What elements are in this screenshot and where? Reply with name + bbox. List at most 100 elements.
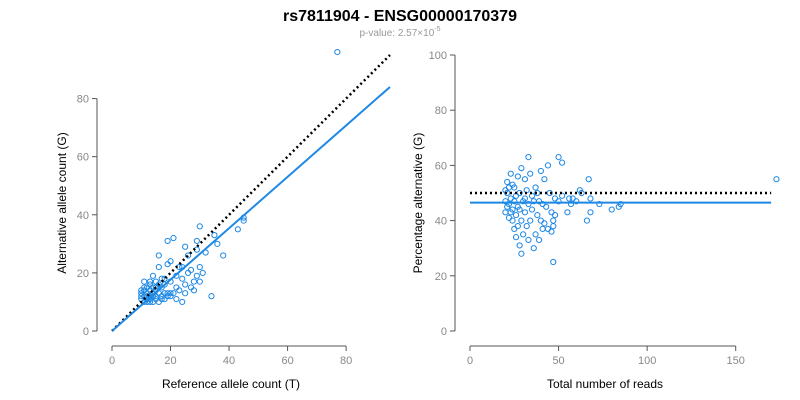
scatter-panel-counts: 0 20 40 60 80 0 20 40 60 80 Reference allele count… [55,48,391,391]
data-point [208,293,215,300]
data-point [564,209,571,216]
data-point [173,284,180,291]
data-point [141,278,148,285]
data-point [532,184,539,191]
data-point [534,211,541,219]
y-axis-title: Percentage alternative (G) [411,133,425,274]
data-point [190,278,198,285]
y-tick-label: 0 [441,326,447,338]
data-point [525,154,532,161]
data-point [152,278,159,285]
data-point [514,223,521,230]
data-point [234,226,241,233]
data-point [182,281,189,288]
data-point [541,176,548,183]
data-point [512,211,520,219]
data-point [504,178,511,186]
data-point [199,269,206,276]
data-point [516,242,523,249]
data-point [527,170,534,177]
data-point [585,176,592,183]
data-point [184,252,192,259]
data-point [187,284,195,291]
data-point [548,228,555,235]
fit-line [111,86,391,332]
data-point [504,203,511,210]
chart-title: rs7811904 - ENSG00000170379 [283,8,517,25]
data-point [334,48,341,56]
data-point [149,272,157,279]
data-point [518,250,525,257]
data-point [521,176,529,183]
data-point [152,284,159,291]
y-tick-label: 0 [83,326,89,338]
data-point [527,217,534,224]
data-point [179,298,186,306]
data-point [514,173,521,180]
x-tick-label: 150 [727,355,745,367]
data-point [534,189,541,197]
data-point [528,206,536,213]
y-tick-label: 40 [77,210,89,222]
data-point [161,281,168,288]
data-point [167,290,174,297]
p-value-exponent: -5 [434,26,440,33]
data-point [141,287,148,294]
x-tick-label: 50 [552,355,564,367]
data-point [170,290,177,297]
x-tick-label: 60 [281,355,293,367]
data-point [530,198,537,205]
data-point [214,240,221,247]
data-point [532,231,539,238]
data-point [512,234,520,241]
data-point [567,200,575,208]
data-point [193,237,200,245]
data-point [521,195,529,202]
data-point [583,217,591,224]
data-point [555,154,562,161]
data-point [158,295,165,303]
data-point [182,243,189,250]
data-point [161,295,168,303]
data-point [559,159,566,166]
data-point [530,245,537,252]
y-tick-label: 60 [77,152,89,164]
y-tick-label: 40 [435,216,447,228]
data-point [170,234,177,242]
data-point [509,217,516,224]
data-point [551,195,559,202]
data-point [240,217,247,224]
data-point [155,263,162,271]
data-point [167,258,174,265]
data-point [550,217,557,224]
data-point [548,209,555,216]
data-point [615,203,622,210]
data-point [193,272,200,279]
data-point [184,269,192,276]
p-value-text: p-value: 2.57×10 [359,28,434,39]
data-point [544,162,552,169]
data-point [155,252,162,259]
data-point [505,184,513,191]
data-point [525,200,532,208]
data-point [551,211,559,219]
data-point [196,263,203,271]
data-point [521,209,529,216]
data-point [164,261,171,268]
data-point [559,192,566,199]
data-point [173,295,180,303]
data-point [544,225,552,232]
data-point [190,287,198,294]
data-point [144,293,151,300]
data-point [505,214,513,221]
x-tick-label: 0 [109,355,115,367]
reference-line-dotted [111,54,391,332]
data-point [525,236,532,244]
x-tick-label: 20 [164,355,176,367]
data-point [141,284,148,291]
x-axis-title: Reference allele count (T) [162,377,300,391]
data-point [220,252,227,259]
data-point [550,258,557,266]
data-point [507,170,514,177]
